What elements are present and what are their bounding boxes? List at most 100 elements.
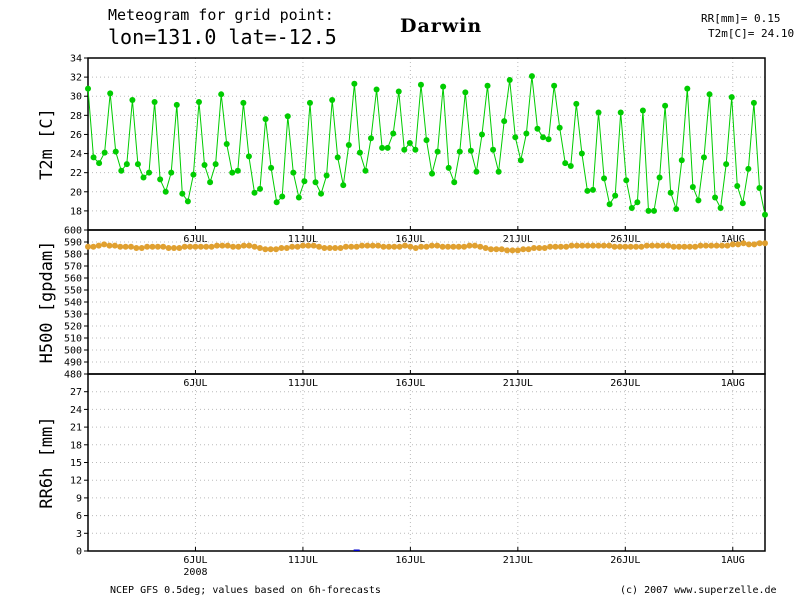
t2m-point [168,169,175,176]
h500-point [246,242,253,249]
t2m-point [306,99,313,106]
t2m-point [345,141,352,148]
t2m-point [528,73,535,80]
x-tick-label: 26JUL [610,234,640,245]
h500-point [391,243,398,250]
h500-point [310,242,317,249]
t2m-point [473,168,480,175]
h500-point [208,243,215,250]
h500-point [342,243,349,250]
h500-point [396,243,403,250]
h500-point [412,245,419,251]
y-tick-label: 32 [70,73,82,84]
t2m-point [251,189,258,196]
y-tick-label: 520 [64,322,82,333]
t2m-point [129,97,136,104]
t2m-point [334,154,341,161]
t2m-point [467,147,474,154]
h500-point [117,243,124,250]
h500-point [176,245,183,251]
t2m-point [151,98,158,105]
h500-point [568,242,575,249]
t2m-point [584,187,591,194]
h500-point [654,242,661,249]
h500-point [600,242,607,249]
t2m-point [107,90,114,97]
rr-summary: RR[mm]= 0.15 [701,12,780,25]
t2m-point [362,167,369,174]
h500-point [251,243,258,250]
t2m-point [245,153,252,160]
t2m-point [440,83,447,90]
h500-point [283,245,290,251]
h500-point [197,243,204,250]
h500-point [504,247,511,254]
h500-point [590,242,597,249]
t2m-point [734,183,741,190]
h500-point [375,242,382,249]
t2m-point [750,99,757,106]
t2m-point [551,82,558,89]
h500-point [273,246,280,253]
t2m-point [162,188,169,195]
y-tick-label: 24 [70,149,82,160]
t2m-point [595,109,602,116]
y-tick-label: 540 [64,298,82,309]
y-tick-label: 6 [76,511,82,522]
t2m-point [101,149,108,156]
y-tick-label: 15 [70,458,82,469]
y-tick-label: 3 [76,529,82,540]
h500-point [477,243,484,250]
h500-point [149,243,156,250]
header: Meteogram for grid point: lon=131.0 lat=… [108,6,794,49]
h500-point [606,242,613,249]
h500-point [649,242,656,249]
t2m-point [756,184,763,191]
y-tick-label: 18 [70,206,82,217]
h500-point [681,243,688,250]
t2m-point [606,201,613,208]
panel-frame [87,373,766,552]
y-axis-label: H500 [gpdam] [37,241,57,364]
panel-frame [87,229,766,375]
h500-point [756,240,763,247]
h500-point [160,243,167,250]
t2m-point [140,174,147,181]
h500-point [337,245,344,251]
h500-point [101,241,108,248]
t2m-point [223,141,230,147]
x-year-label: 2008 [183,567,207,578]
h500-point [552,243,559,250]
t2m-point [484,82,491,89]
h500-point [289,243,296,250]
t2m-point [462,89,469,96]
t2m-point [295,194,302,201]
h500-point [235,243,242,250]
h500-point [106,242,113,249]
h500-point [278,245,285,251]
x-tick-label: 1AUG [721,234,745,245]
x-tick-label: 1AUG [721,555,745,566]
t2m-point [745,165,752,172]
h500-point [466,242,473,249]
h500-point [127,243,134,250]
x-tick-label: 16JUL [395,378,425,389]
h500-point [493,246,500,253]
h500-point [713,242,720,249]
y-tick-label: 590 [64,238,82,249]
t2m-point [318,190,325,197]
t2m-point [179,190,186,197]
y-tick-label: 0 [76,547,82,558]
h500-point [133,245,140,251]
h500-point [418,243,425,250]
h500-point [638,243,645,250]
h500-point [154,243,161,250]
h500-point [380,243,387,250]
t2m-point [645,207,652,214]
t2m-point [406,140,413,147]
t2m-point [639,107,646,114]
rr-bar [353,549,360,551]
h500-point [450,243,457,250]
t2m-point [157,176,164,183]
y-tick-label: 20 [70,187,82,198]
